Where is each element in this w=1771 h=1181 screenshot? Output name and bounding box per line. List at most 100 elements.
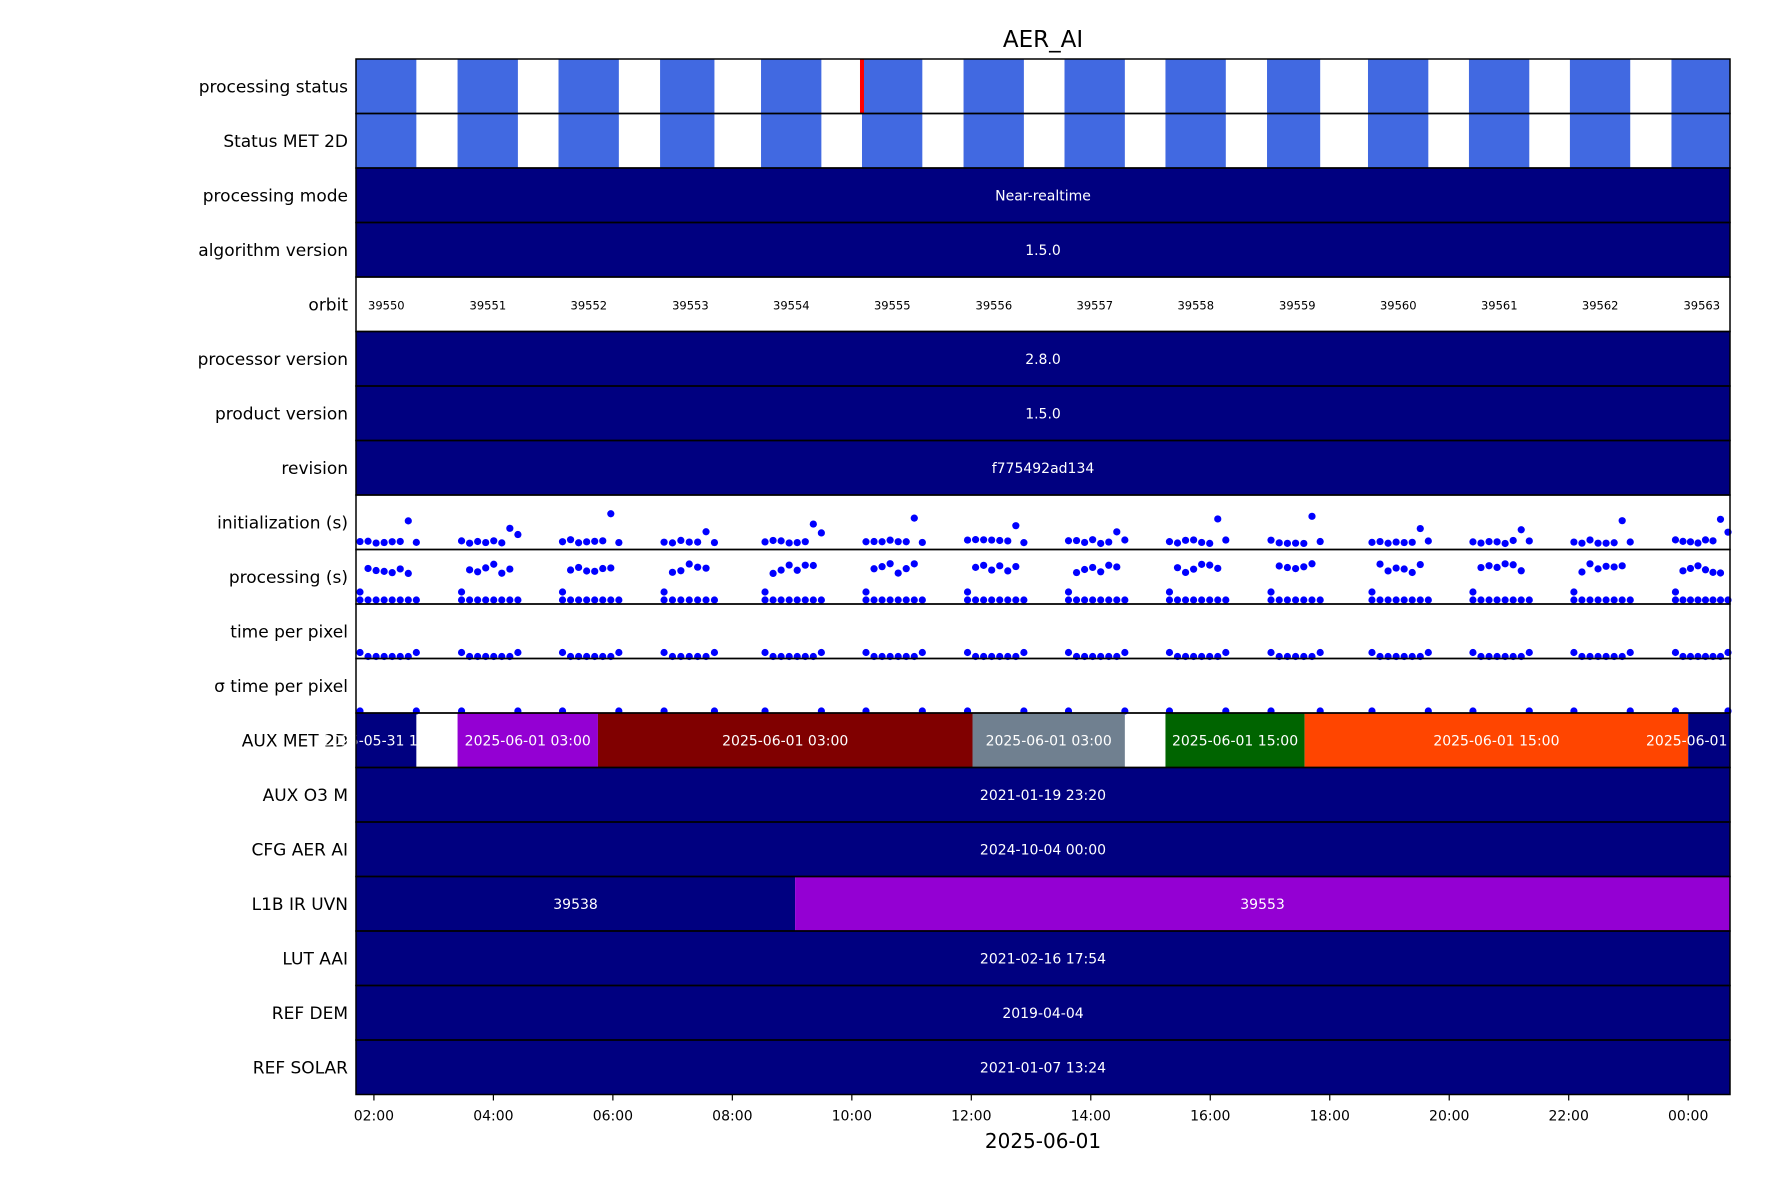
data-point <box>1517 526 1525 534</box>
band-segment <box>597 713 973 768</box>
band-segment-label: 2025-06-01 03:00 <box>465 733 591 749</box>
x-axis: 02:00 04:00 06:00 08:00 10:00 12:00 14:00 16:00… <box>354 1094 1708 1125</box>
data-point <box>599 537 607 545</box>
data-point <box>566 596 575 604</box>
data-point <box>1384 567 1392 575</box>
data-point <box>694 596 702 604</box>
data-point <box>1081 565 1089 574</box>
status-bar <box>761 113 822 168</box>
data-point <box>1283 596 1292 604</box>
data-point <box>1671 596 1680 604</box>
data-point <box>793 539 801 547</box>
data-point <box>1392 564 1400 572</box>
data-point <box>1602 596 1610 604</box>
data-point <box>668 539 677 547</box>
data-point <box>1173 539 1182 547</box>
data-point <box>1308 560 1316 568</box>
data-point <box>396 537 404 546</box>
data-point <box>591 537 599 545</box>
data-point <box>575 539 583 547</box>
data-point <box>1064 648 1073 657</box>
data-point <box>482 538 490 547</box>
data-point <box>785 539 793 547</box>
data-point <box>1064 588 1073 596</box>
band-segment <box>795 876 1730 931</box>
data-point <box>1525 537 1533 545</box>
data-point <box>1097 568 1105 576</box>
data-point <box>1292 596 1300 604</box>
data-point <box>971 596 980 604</box>
data-point <box>1570 596 1578 604</box>
status-bar <box>457 113 518 168</box>
data-point <box>380 596 388 604</box>
row-label: σ time per pixel <box>214 677 348 697</box>
data-point <box>677 596 685 604</box>
data-point <box>1198 596 1206 604</box>
data-point <box>918 596 926 604</box>
row-orbit: orbit 39550 39551 39552 39553 39554 39555 39556… <box>308 295 1720 315</box>
data-point <box>694 563 702 571</box>
data-point <box>668 596 677 604</box>
band-segment-label: 1.5.0 <box>1025 243 1061 259</box>
row-label: product version <box>215 404 348 424</box>
status-bar <box>558 59 619 114</box>
data-point <box>1686 596 1695 604</box>
status-bar <box>356 113 417 168</box>
data-point <box>761 648 769 657</box>
band-segment-label: 2025-06-01 15:00 <box>1646 733 1771 749</box>
row-border <box>355 657 1731 714</box>
data-point <box>862 538 870 546</box>
data-point <box>1097 539 1105 548</box>
data-point <box>356 537 364 546</box>
x-tick-label: 10:00 <box>832 1109 872 1125</box>
data-point <box>1477 539 1485 547</box>
data-point <box>474 596 482 604</box>
band-segment <box>457 713 598 768</box>
status-bar <box>963 59 1024 114</box>
data-point <box>1190 596 1198 604</box>
row-aux-o3-m: AUX O3 M 2021-01-19 23:20 <box>263 767 1730 822</box>
data-point <box>777 596 785 604</box>
row-time-per-pixel: σ time per pixel <box>214 677 1732 715</box>
data-point <box>1222 648 1230 657</box>
data-point <box>1679 596 1687 604</box>
data-point <box>1121 648 1129 657</box>
data-point <box>710 648 719 657</box>
data-point <box>482 564 490 572</box>
data-point <box>1424 648 1432 657</box>
data-point <box>1206 561 1214 569</box>
status-bar <box>660 59 715 114</box>
data-point <box>1376 560 1384 568</box>
row-label: processor version <box>198 350 348 370</box>
status-bar <box>861 59 923 114</box>
data-point <box>506 524 514 532</box>
data-point <box>1004 567 1012 575</box>
x-tick-label: 20:00 <box>1429 1109 1469 1125</box>
data-point <box>1501 596 1509 604</box>
row-label: LUT AAI <box>282 949 348 969</box>
data-point <box>1501 560 1509 568</box>
data-point <box>1400 565 1408 573</box>
row-border <box>355 1039 1731 1096</box>
status-bar <box>1064 113 1125 168</box>
status-bar <box>963 113 1024 168</box>
data-point <box>1509 561 1517 569</box>
data-point <box>591 596 599 604</box>
data-point <box>1400 538 1408 547</box>
data-point <box>1477 596 1485 604</box>
data-point <box>1586 560 1594 568</box>
data-point <box>1709 596 1717 604</box>
data-point <box>1316 596 1324 604</box>
data-point <box>1121 536 1129 544</box>
data-point <box>482 596 490 604</box>
data-point <box>1064 596 1073 604</box>
data-point <box>1283 563 1292 572</box>
data-point <box>1089 536 1097 544</box>
orbit-number: 39552 <box>571 298 608 312</box>
data-point <box>996 562 1004 570</box>
status-bar <box>1367 113 1429 168</box>
data-point <box>558 648 567 657</box>
data-point <box>685 560 693 568</box>
orbit-number: 39558 <box>1177 298 1214 312</box>
